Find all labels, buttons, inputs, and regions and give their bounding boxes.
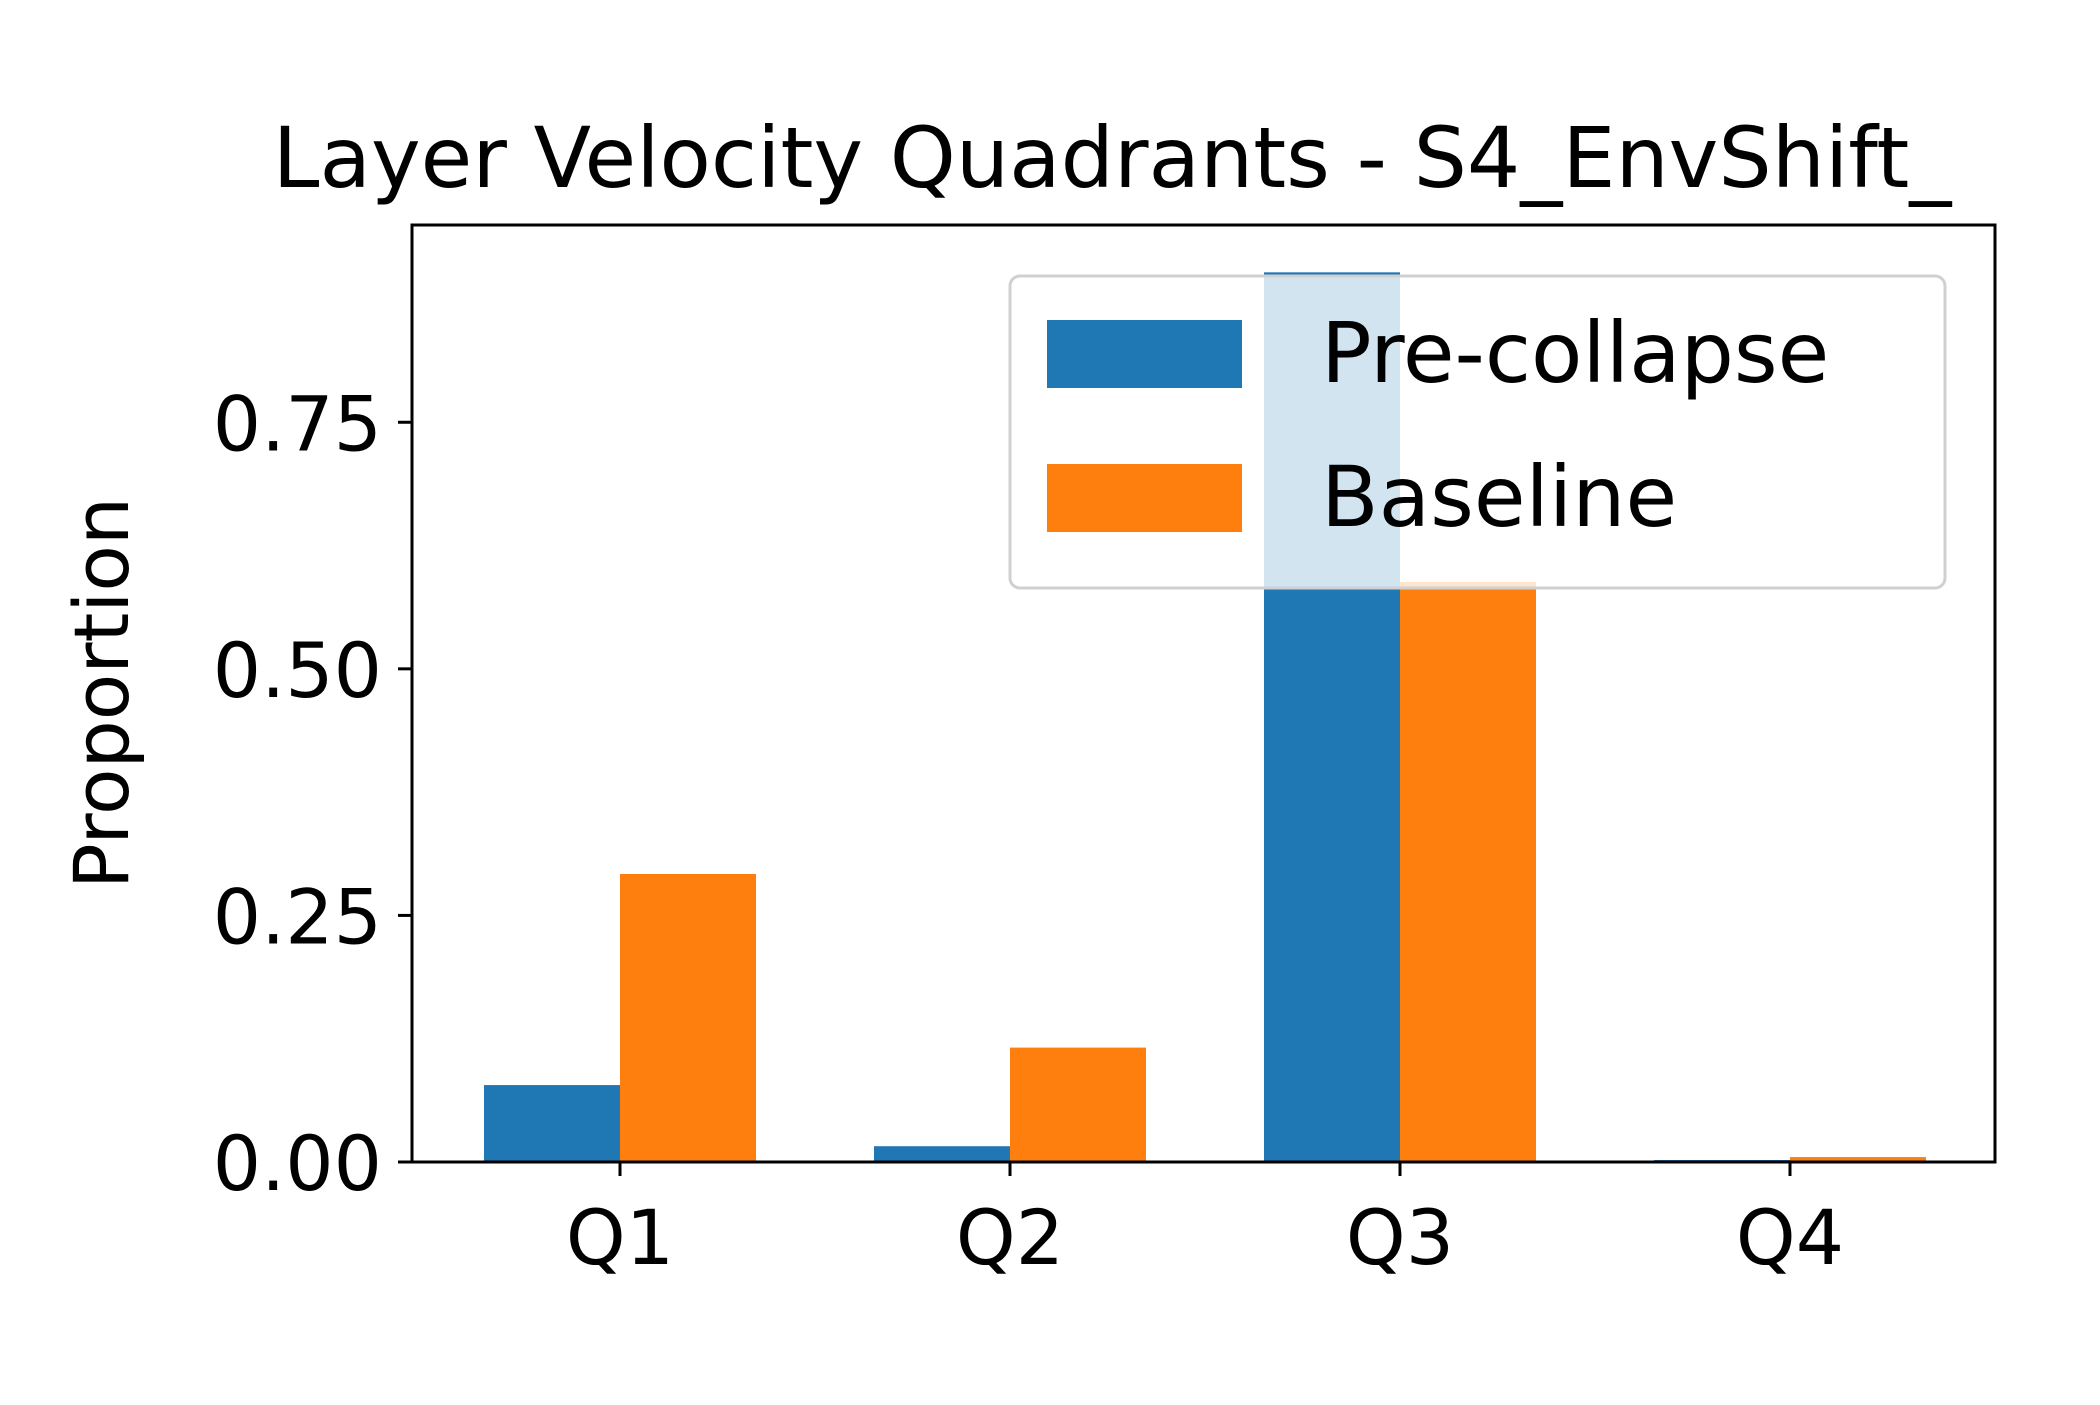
x-tick-label-q4: Q4 <box>1736 1193 1844 1282</box>
x-tick-label-q2: Q2 <box>956 1193 1064 1282</box>
x-tick-label-q3: Q3 <box>1346 1193 1454 1282</box>
y-tick-label-0.25: 0.25 <box>213 872 382 961</box>
bars-group <box>484 272 1926 1163</box>
x-tick-label-q1: Q1 <box>566 1193 674 1282</box>
y-tick-label-0.75: 0.75 <box>213 379 382 468</box>
bar-pre-collapse-q2 <box>874 1146 1010 1162</box>
bar-baseline-q1 <box>620 873 756 1162</box>
legend-box <box>1008 274 1947 590</box>
y-axis: 0.00 0.25 0.50 0.75 <box>213 379 412 1208</box>
y-tick-label-0.00: 0.00 <box>213 1119 382 1208</box>
bar-pre-collapse-q1 <box>484 1085 620 1162</box>
x-axis: Q1 Q2 Q3 Q4 <box>566 1162 1844 1282</box>
legend-label-pre-collapse: Pre-collapse <box>1321 304 1829 402</box>
legend: Pre-collapse Baseline <box>1008 274 1947 590</box>
bar-baseline-q2 <box>1010 1047 1146 1162</box>
bar-baseline-q4 <box>1790 1157 1926 1162</box>
legend-swatch-baseline <box>1047 464 1242 532</box>
bar-baseline-q3 <box>1400 582 1536 1162</box>
y-axis-label: Proportion <box>57 497 146 889</box>
legend-swatch-pre-collapse <box>1047 320 1242 388</box>
plot-frame <box>410 223 1997 1164</box>
legend-label-baseline: Baseline <box>1321 448 1677 546</box>
y-tick-label-0.50: 0.50 <box>213 626 382 715</box>
chart-title: Layer Velocity Quadrants - S4_EnvShift_ <box>273 109 1953 207</box>
